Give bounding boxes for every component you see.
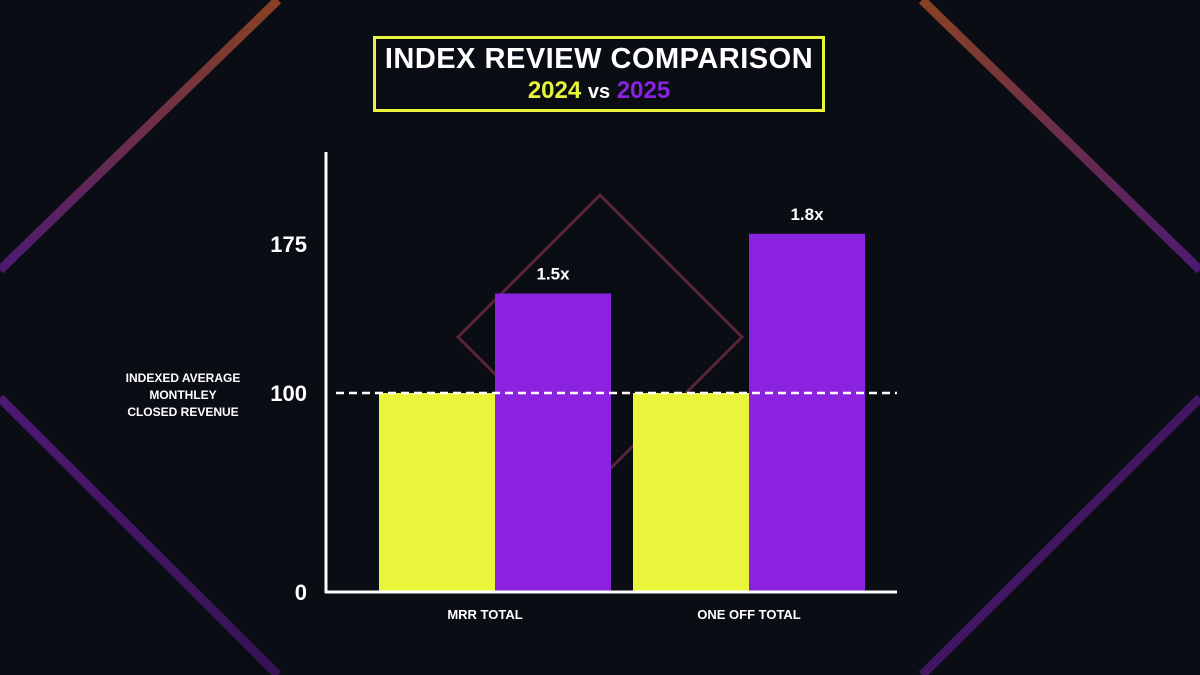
decor-line-top-right [918,0,1200,274]
y-tick-label-175: 175 [270,232,307,257]
bar-one-off-total-2024 [633,393,749,592]
data-label-one-off-total: 1.8x [790,205,824,224]
y-tick-label-0: 0 [295,580,307,605]
chart-title: INDEX REVIEW COMPARISON [384,42,814,75]
x-tick-label-mrr-total: MRR TOTAL [447,607,522,622]
y-reference-label-line-3: CLOSED REVENUE [127,405,239,419]
y-reference-label: INDEXED AVERAGE MONTHLEY CLOSED REVENUE [108,370,258,421]
decor-line-top-left [0,0,282,274]
subtitle-vs: vs [587,80,611,103]
y-tick-label-100: 100 [270,381,307,406]
chart-subtitle: 2024 vs 2025 [528,77,670,106]
bar-mrr-total-2025 [495,293,611,592]
data-label-mrr-total: 1.5x [536,265,570,284]
decor-line-bottom-right [918,394,1200,675]
y-reference-label-line-1: INDEXED AVERAGE [125,371,241,385]
subtitle-year-2024: 2024 [527,76,582,104]
x-tick-label-one-off-total: ONE OFF TOTAL [697,607,801,622]
bar-one-off-total-2025 [749,233,865,593]
subtitle-year-2025: 2025 [616,76,671,104]
bar-mrr-total-2024 [379,393,495,592]
chart-title-box: INDEX REVIEW COMPARISON 2024 vs 2025 [373,36,825,112]
decor-line-bottom-left [0,394,282,675]
y-reference-label-line-2: MONTHLEY [149,388,217,402]
